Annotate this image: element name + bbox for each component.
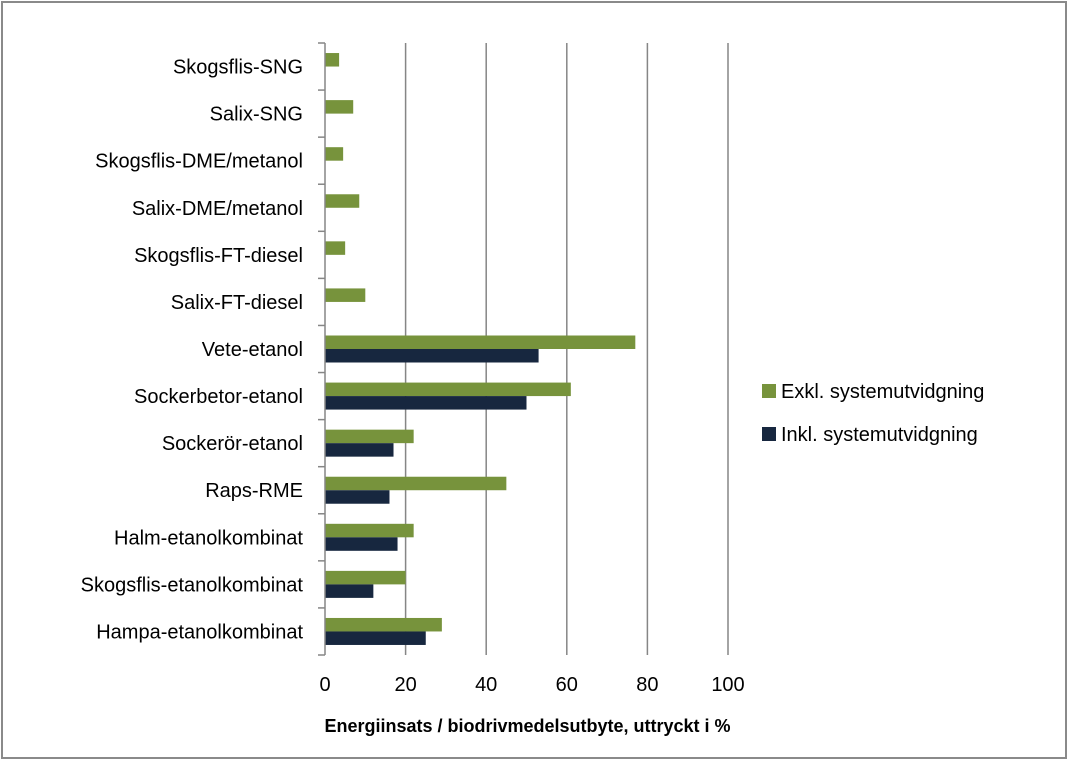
bars <box>325 53 636 645</box>
x-tick-label: 100 <box>711 674 744 696</box>
legend-label-inkl: Inkl. systemutvidgning <box>781 424 978 446</box>
category-label: Sockerör-etanol <box>162 433 303 455</box>
category-label: Skogsflis-etanolkombinat <box>81 574 304 596</box>
category-label: Skogsflis-DME/metanol <box>95 151 303 173</box>
bar-exkl <box>325 288 366 302</box>
bar-exkl <box>325 335 636 349</box>
bar-inkl <box>325 631 426 645</box>
x-axis-title: Energiinsats / biodrivmedelsutbyte, uttr… <box>324 716 730 736</box>
category-label: Salix-SNG <box>210 104 303 126</box>
bar-inkl <box>325 537 398 551</box>
bar-exkl <box>325 382 571 397</box>
bar-inkl <box>325 584 374 598</box>
bar-inkl <box>325 443 394 457</box>
bar-exkl <box>325 429 414 444</box>
bar-inkl <box>325 396 527 410</box>
axes <box>318 42 326 656</box>
legend: Exkl. systemutvidgning Inkl. systemutvidg… <box>762 381 984 446</box>
category-label: Salix-DME/metanol <box>132 198 303 220</box>
bar-exkl <box>325 241 346 255</box>
category-label: Skogsflis-FT-diesel <box>134 245 303 267</box>
legend-swatch-exkl <box>762 384 776 398</box>
legend-swatch-inkl <box>762 427 776 441</box>
legend-label-exkl: Exkl. systemutvidgning <box>781 381 984 403</box>
bar-inkl <box>325 490 390 504</box>
bar-inkl <box>325 349 539 363</box>
x-tick-label: 0 <box>319 674 330 696</box>
x-tick-label: 20 <box>394 674 416 696</box>
x-tick-label: 40 <box>475 674 497 696</box>
bar-exkl <box>325 194 360 208</box>
category-label: Raps-RME <box>205 480 303 502</box>
bar-exkl <box>325 53 340 67</box>
category-label: Salix-FT-diesel <box>171 292 303 314</box>
category-label: Sockerbetor-etanol <box>134 386 303 408</box>
category-labels: Skogsflis-SNG Salix-SNG Skogsflis-DME/meta… <box>81 57 304 644</box>
bar-exkl <box>325 570 406 585</box>
bar-exkl <box>325 617 442 632</box>
category-label: Hampa-etanolkombinat <box>96 621 303 643</box>
category-label: Skogsflis-SNG <box>173 57 303 79</box>
bar-exkl <box>325 476 507 491</box>
category-label: Halm-etanolkombinat <box>114 527 303 549</box>
bar-exkl <box>325 147 344 161</box>
category-label: Vete-etanol <box>202 339 303 361</box>
x-tick-labels: 0 20 40 60 80 100 <box>319 674 744 696</box>
x-tick-label: 80 <box>636 674 658 696</box>
bar-exkl <box>325 523 414 538</box>
x-tick-label: 60 <box>556 674 578 696</box>
bar-exkl <box>325 100 354 114</box>
